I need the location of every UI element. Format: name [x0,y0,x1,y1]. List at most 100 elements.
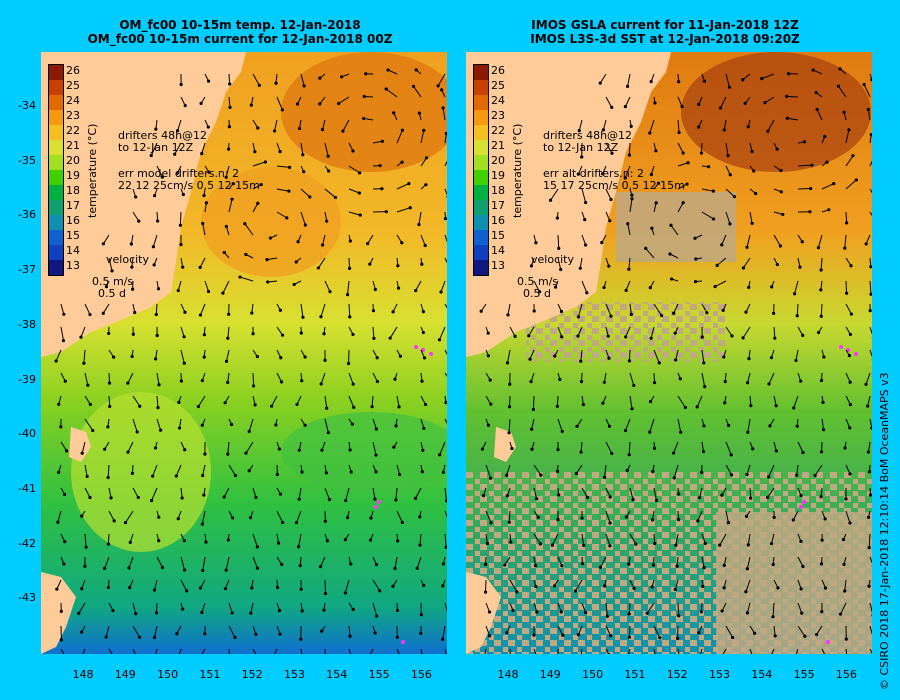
left-velocity-speed: 0.5 m/s [92,275,134,288]
colorbar-tick-label: 26 [66,64,80,77]
longitude-tick-label: 149 [114,668,136,681]
colorbar-swatch [49,140,63,155]
colorbar-tick-label: 18 [491,184,505,197]
colorbar-tick-label: 16 [491,214,505,227]
longitude-tick-label: 156 [835,668,857,681]
colorbar-swatch [49,185,63,200]
right-title-line2: IMOS L3S-3d SST at 12-Jan-2018 09:20Z [530,32,800,46]
colorbar-swatch [474,185,488,200]
latitude-tick-label: -39 [18,372,36,386]
right-map-svg [466,52,872,654]
colorbar-swatch [474,80,488,95]
colorbar-swatch [474,260,488,275]
colorbar-tick-label: 25 [66,79,80,92]
colorbar-tick-label: 19 [491,169,505,182]
left-colorbar [48,64,64,276]
colorbar-tick-label: 13 [66,259,80,272]
colorbar-swatch [49,110,63,125]
colorbar-swatch [49,245,63,260]
right-velocity-arrows [479,67,872,654]
right-land [466,52,671,357]
left-drifters-line1: drifters 48h@12 [118,129,208,142]
colorbar-swatch [49,125,63,140]
left-yellow-patch [71,392,211,552]
colorbar-tick-label: 13 [491,259,505,272]
right-flinders-island [494,427,516,462]
longitude-tick-label: 153 [284,668,305,681]
longitude-tick-label: 151 [624,668,646,681]
colorbar-swatch [474,65,488,80]
colorbar-tick-label: 16 [66,214,80,227]
right-err-line2: 15 17 25cm/s 0.5 12 15m [543,179,685,192]
right-title-line1: IMOS GSLA current for 11-Jan-2018 12Z [531,18,799,32]
left-drifters-line2: to 12-Jan 12Z [118,141,194,154]
latitude-tick-label: -34 [18,99,36,112]
colorbar-swatch [474,230,488,245]
left-warm-core [201,167,341,277]
left-velocity-time: 0.5 d [98,287,126,300]
longitude-tick-label: 152 [241,668,263,681]
colorbar-swatch [474,95,488,110]
credit-text: © CSIRO 2018 17-Jan-2018 12:10:14 BoM Oc… [878,372,891,690]
colorbar-tick-label: 17 [66,199,80,212]
right-velocity-legend: velocity 0.5 m/s 0.5 d [517,254,574,300]
latitude-tick-label: -38 [18,317,36,331]
longitude-tick-label: 153 [709,668,730,681]
latitude-tick-label: -36 [18,208,36,222]
right-map-panel [466,52,872,654]
left-err-line1: err model drifters.n: 2 [118,167,240,180]
left-err-line2: 22 12 25cm/s 0.5 12 15m [118,179,260,192]
left-title: OM_fc00 10-15m temp. 12-Jan-2018 OM_fc00… [70,18,410,46]
longitude-tick-label: 155 [368,668,390,681]
colorbar-swatch [49,65,63,80]
colorbar-tick-label: 23 [66,109,80,122]
colorbar-swatch [49,200,63,215]
longitude-tick-label: 148 [497,668,519,681]
latitude-tick-label: -37 [18,263,36,277]
colorbar-tick-label: 15 [66,229,80,242]
colorbar-swatch [474,170,488,185]
left-map-panel [41,52,447,654]
right-title: IMOS GSLA current for 11-Jan-2018 12Z IM… [495,18,835,46]
right-err-legend: err alt drifters.n: 2 15 17 25cm/s 0.5 1… [543,168,685,192]
longitude-tick-label: 154 [751,668,773,681]
longitude-tick-label: 151 [199,668,221,681]
right-velocity-time: 0.5 d [523,287,551,300]
colorbar-swatch [474,140,488,155]
colorbar-tick-label: 26 [491,64,505,77]
colorbar-tick-label: 23 [491,109,505,122]
right-drifters-legend: drifters 48h@12 to 12-Jan 12Z [543,130,632,154]
right-err-line1: err alt drifters.n: 2 [543,167,644,180]
colorbar-swatch [474,200,488,215]
colorbar-tick-label: 21 [491,139,505,152]
colorbar-swatch [474,155,488,170]
colorbar-tick-label: 17 [491,199,505,212]
left-drifters-legend: drifters 48h@12 to 12-Jan 12Z [118,130,207,154]
left-velocity-arrows [54,68,447,654]
right-velocity-label: velocity [531,253,574,266]
right-warm-eddy [681,52,871,172]
latitude-tick-label: -41 [18,481,36,495]
longitude-tick-label: 152 [666,668,688,681]
colorbar-tick-label: 20 [491,154,505,167]
left-land [41,52,246,357]
colorbar-swatch [474,110,488,125]
left-title-line2: OM_fc00 10-15m current for 12-Jan-2018 0… [87,32,393,46]
latitude-tick-label: -40 [18,427,36,441]
colorbar-swatch [474,245,488,260]
colorbar-tick-label: 22 [491,124,505,137]
latitude-tick-label: -43 [18,591,36,605]
right-colorbar [473,64,489,276]
colorbar-tick-label: 19 [66,169,80,182]
left-flinders-island [69,427,91,462]
longitude-tick-label: 148 [72,668,94,681]
colorbar-swatch [49,80,63,95]
right-velocity-speed: 0.5 m/s [517,275,559,288]
left-colorbar-axis-label: temperature (°C) [86,123,99,218]
colorbar-tick-label: 21 [66,139,80,152]
right-drifters-line2: to 12-Jan 12Z [543,141,619,154]
colorbar-tick-label: 14 [66,244,80,257]
colorbar-swatch [49,155,63,170]
colorbar-swatch [474,215,488,230]
colorbar-swatch [49,170,63,185]
